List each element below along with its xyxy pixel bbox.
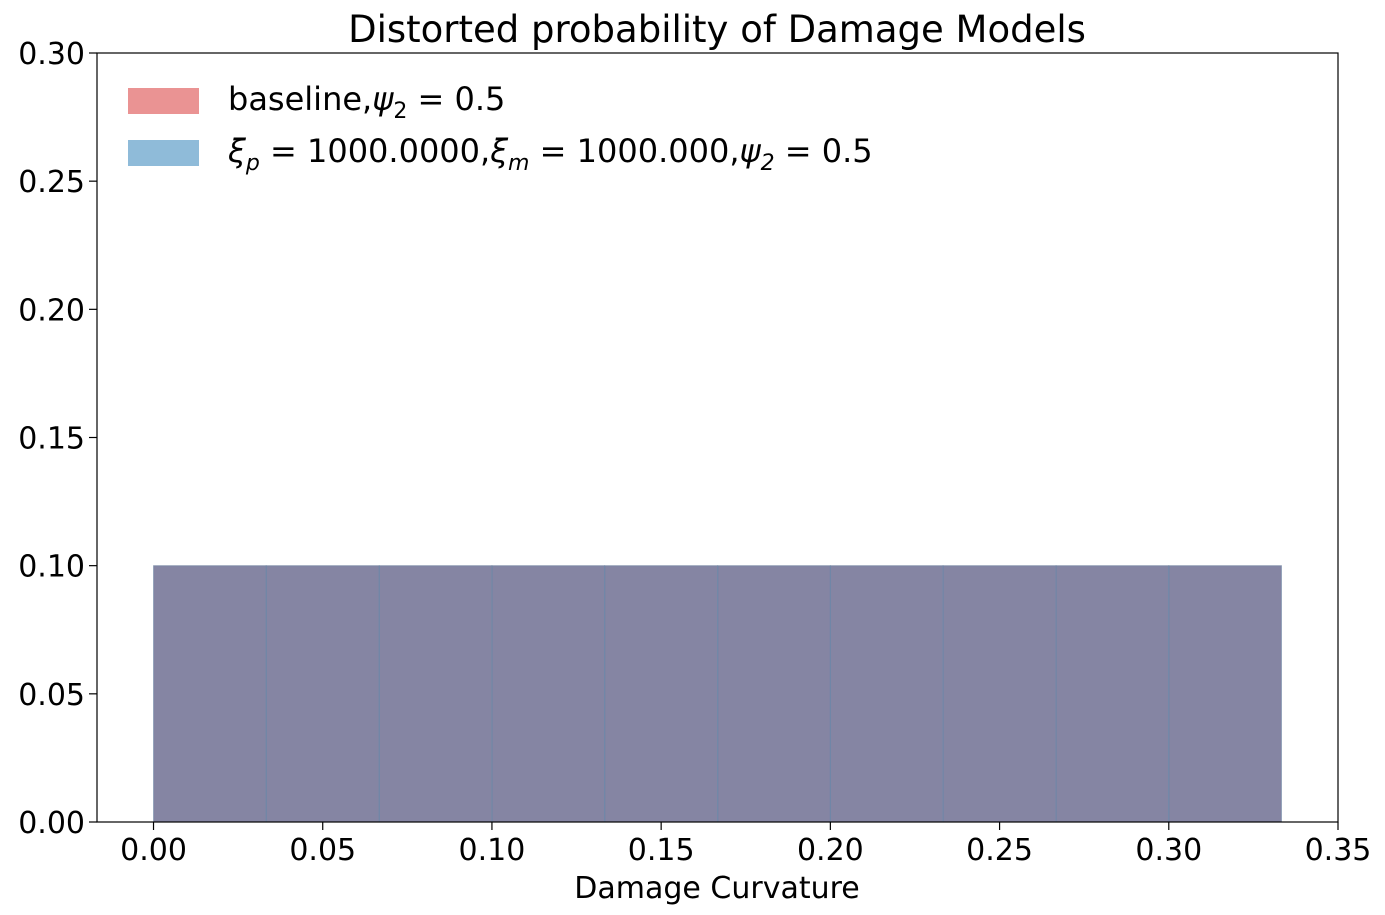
bars-layer <box>153 565 1282 823</box>
bar-series2-bin-8 <box>942 565 1057 823</box>
bar-series2-bin-6 <box>717 565 831 823</box>
bar-series2-bin-2 <box>265 565 380 823</box>
bar-series2-bin-9 <box>1055 565 1170 823</box>
bar-series2-bin-10 <box>1168 565 1282 823</box>
bar-series2-bin-7 <box>829 565 944 823</box>
legend-label-baseline: baseline,ψ2 = 0.5 <box>228 80 505 124</box>
x-axis: 0.00 0.05 0.10 0.15 0.20 0.25 0.30 0.35 <box>120 822 1371 868</box>
x-tick-label: 0.30 <box>1135 833 1202 868</box>
legend-swatch-1 <box>128 88 199 114</box>
x-tick-label: 0.20 <box>797 833 864 868</box>
chart-title: Distorted probability of Damage Models <box>348 8 1086 51</box>
bar-series2-bin-5 <box>604 565 719 823</box>
y-tick-label: 0.15 <box>18 422 85 457</box>
legend-swatch-2 <box>128 140 199 166</box>
bar-series2-bin-3 <box>378 565 493 823</box>
x-tick-label: 0.25 <box>966 833 1033 868</box>
y-tick-label: 0.25 <box>18 165 85 200</box>
y-tick-label: 0.05 <box>18 678 85 713</box>
x-tick-label: 0.35 <box>1305 833 1372 868</box>
y-tick-label: 0.10 <box>18 550 85 585</box>
y-tick-label: 0.20 <box>18 293 85 328</box>
y-axis: 0.00 0.05 0.10 0.15 0.20 0.25 0.30 <box>18 37 97 841</box>
y-tick-label: 0.30 <box>18 37 85 72</box>
x-tick-label: 0.05 <box>289 833 356 868</box>
x-tick-label: 0.00 <box>120 833 187 868</box>
bar-series2-bin-4 <box>491 565 606 823</box>
bar-series2-bin-1 <box>153 565 267 823</box>
y-tick-label: 0.00 <box>18 806 85 841</box>
legend: baseline,ψ2 = 0.5 ξp = 1000.0000,ξm = 100… <box>128 80 873 176</box>
x-axis-label: Damage Curvature <box>574 871 859 906</box>
legend-label-distorted: ξp = 1000.0000,ξm = 1000.000,ψ2 = 0.5 <box>227 132 873 176</box>
x-tick-label: 0.10 <box>459 833 526 868</box>
x-tick-label: 0.15 <box>628 833 695 868</box>
